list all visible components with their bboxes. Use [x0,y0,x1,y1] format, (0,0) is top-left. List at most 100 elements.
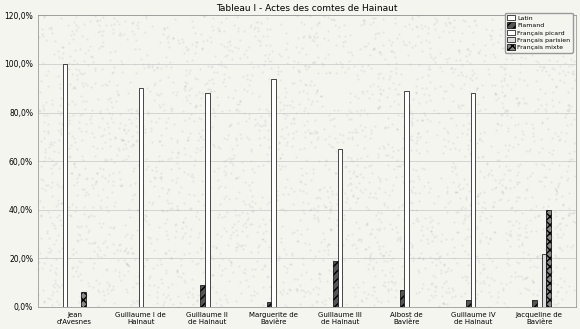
Point [181,87,190,92]
Point [342,196,351,201]
Point [79,211,88,216]
Point [191,158,200,163]
Point [545,299,554,305]
Point [497,45,506,50]
Point [354,225,363,231]
Point [64,60,74,65]
Point [358,127,367,133]
Point [128,29,137,34]
Point [162,232,172,237]
Point [78,98,88,103]
Point [356,297,365,303]
Point [302,170,311,176]
Point [70,209,79,214]
Point [106,156,115,162]
Point [437,68,447,73]
Point [379,279,389,284]
Point [133,297,143,302]
Point [515,194,524,200]
Point [221,229,230,234]
Point [188,291,197,296]
Point [65,205,74,210]
Point [75,67,84,73]
Point [328,268,337,273]
Point [191,262,200,267]
Point [172,154,182,160]
Point [539,65,548,70]
Point [201,186,211,191]
Point [383,163,392,168]
Point [462,131,472,137]
Point [97,115,107,120]
Point [496,281,506,286]
Point [549,103,558,108]
Point [180,51,189,56]
Point [205,89,214,94]
Point [229,22,238,28]
Point [123,290,132,295]
Point [241,271,250,276]
Point [75,46,84,51]
Point [509,46,518,51]
Point [393,126,402,132]
Point [346,32,355,37]
Point [42,228,52,234]
Point [117,277,126,283]
Point [132,22,142,28]
Point [541,207,550,212]
Point [95,204,104,209]
Point [401,285,411,290]
Point [545,276,554,281]
Point [552,213,561,218]
Point [502,28,511,33]
Point [367,162,376,167]
Point [408,112,417,117]
Point [511,95,520,101]
Point [227,262,236,267]
Point [324,242,333,247]
Point [184,289,194,294]
Point [507,205,516,211]
Point [492,157,502,163]
Point [355,113,364,118]
Point [374,105,383,111]
Point [444,131,453,136]
Point [317,94,326,99]
Point [309,215,318,221]
Point [259,303,268,308]
Point [72,76,81,81]
Point [544,57,553,63]
Bar [205,93,209,307]
Point [444,109,454,114]
Point [63,65,72,70]
Point [232,138,241,143]
Point [178,128,187,134]
Point [453,105,462,110]
Point [469,42,478,47]
Point [202,106,212,111]
Point [119,127,129,133]
Point [506,21,516,26]
Point [155,39,165,44]
Point [154,102,163,107]
Point [99,297,108,303]
Point [39,105,48,110]
Point [40,188,49,193]
Point [318,63,328,68]
Point [502,250,512,255]
Point [331,70,340,75]
Point [399,200,408,206]
Point [71,249,81,255]
Point [173,150,183,156]
Point [564,206,573,211]
Point [360,107,369,112]
Point [277,151,287,156]
Point [360,68,369,74]
Point [213,178,222,183]
Point [70,183,79,188]
Point [510,185,519,190]
Point [561,16,570,22]
Point [552,190,561,195]
Point [495,32,504,38]
Point [496,78,506,84]
